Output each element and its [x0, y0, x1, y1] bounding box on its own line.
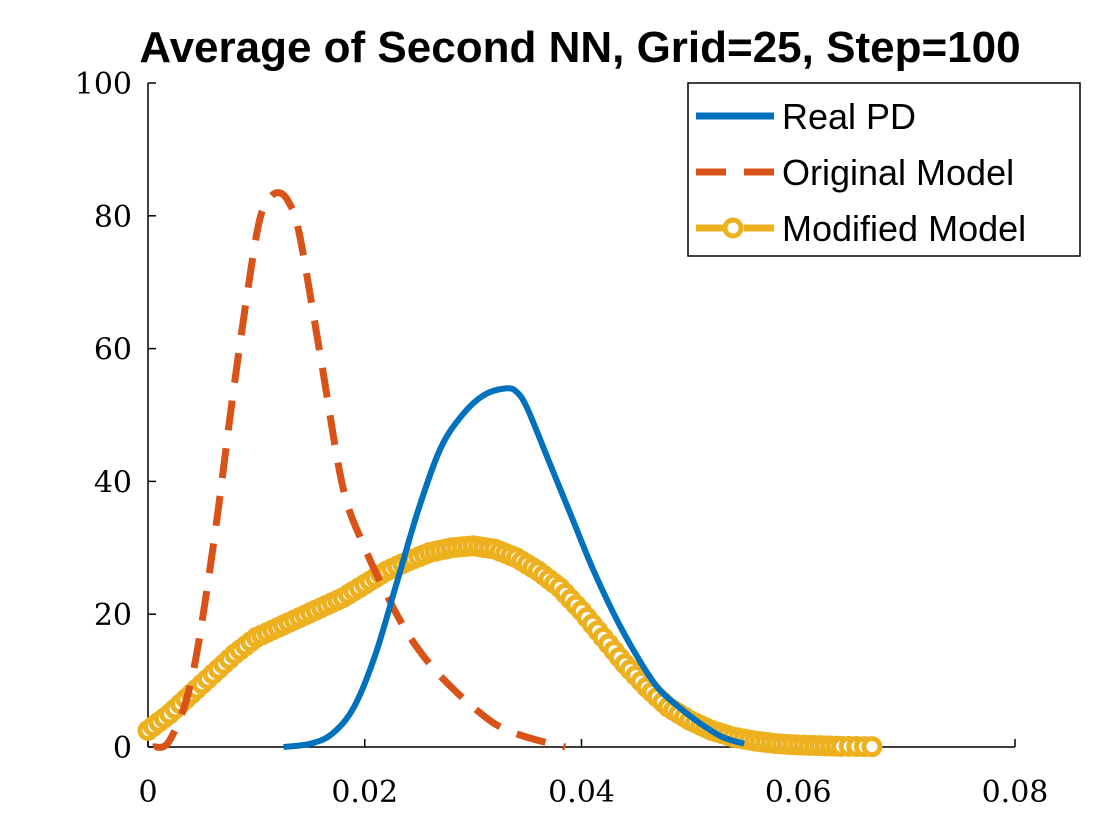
y-tick-label: 80 [94, 200, 132, 235]
series-line-real-pd [283, 385, 745, 750]
legend-marker-modified-model [722, 217, 744, 239]
y-tick-label: 20 [94, 598, 132, 633]
y-tick-label: 0 [113, 731, 132, 766]
x-tick-label: 0.02 [331, 775, 398, 810]
chart-title: Average of Second NN, Grid=25, Step=100 [139, 23, 1020, 72]
y-tick-label: 60 [94, 333, 132, 368]
legend-label-original-model: Original Model [782, 152, 1014, 193]
x-tick-label: 0.06 [765, 775, 832, 810]
axes: 0 0.02 0.04 0.06 0.08 0 20 40 60 80 100 [75, 67, 1049, 810]
y-tick-label: 40 [94, 465, 132, 500]
x-tick-label: 0.08 [982, 775, 1049, 810]
x-tick-label: 0 [138, 775, 157, 810]
x-tick-label: 0.04 [548, 775, 615, 810]
series-layer [137, 189, 883, 758]
series-markers-modified-model [137, 535, 883, 758]
legend: Real PD Original Model Modified Model [687, 82, 1081, 257]
data-point-marker [861, 736, 883, 758]
y-tick-label: 100 [75, 67, 132, 102]
legend-label-real-pd: Real PD [782, 96, 916, 137]
series-line-original-model [152, 189, 567, 751]
legend-label-modified-model: Modified Model [782, 208, 1026, 249]
